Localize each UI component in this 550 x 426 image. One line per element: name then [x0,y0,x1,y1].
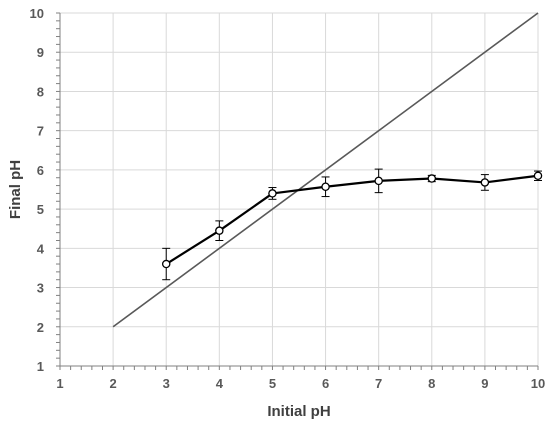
x-tick-label: 7 [375,376,382,391]
y-tick-label: 7 [37,124,44,139]
y-tick-label: 3 [37,281,44,296]
tick-labels: 1 2 3 4 5 6 7 8 9 10 1 2 3 4 5 6 7 8 9 10 [30,6,546,391]
x-tick-label: 8 [428,376,435,391]
y-tick-label: 9 [37,45,44,60]
x-tick-label: 4 [216,376,224,391]
y-tick-label: 6 [37,163,44,178]
grid [60,12,539,366]
y-axis-title: Final pH [7,160,24,219]
data-point [427,174,437,183]
data-point [161,259,171,269]
data-series [161,168,543,281]
x-axis-title: Initial pH [267,403,330,420]
series-line [165,174,539,265]
y-tick-label: 10 [30,6,44,21]
x-tick-label: 3 [163,376,170,391]
reference-line [112,12,539,328]
data-point [374,176,383,186]
x-tick-label: 1 [56,376,63,391]
y-tick-label: 8 [37,84,44,99]
data-point [533,171,543,181]
x-tick-label: 9 [481,376,488,391]
data-point [215,226,224,235]
x-tick-label: 2 [109,376,116,391]
y-tick-label: 4 [37,241,45,256]
x-tick-label: 5 [269,376,276,391]
y-tick-label: 1 [37,359,44,374]
y-tick-label: 5 [37,202,44,217]
x-tick-label: 6 [322,376,329,391]
x-tick-label: 10 [531,376,545,391]
y-tick-label: 2 [37,320,44,335]
data-point [321,182,330,192]
data-point [480,178,490,187]
data-point [268,189,277,198]
axes [56,12,539,370]
reference-line-series [112,12,539,328]
